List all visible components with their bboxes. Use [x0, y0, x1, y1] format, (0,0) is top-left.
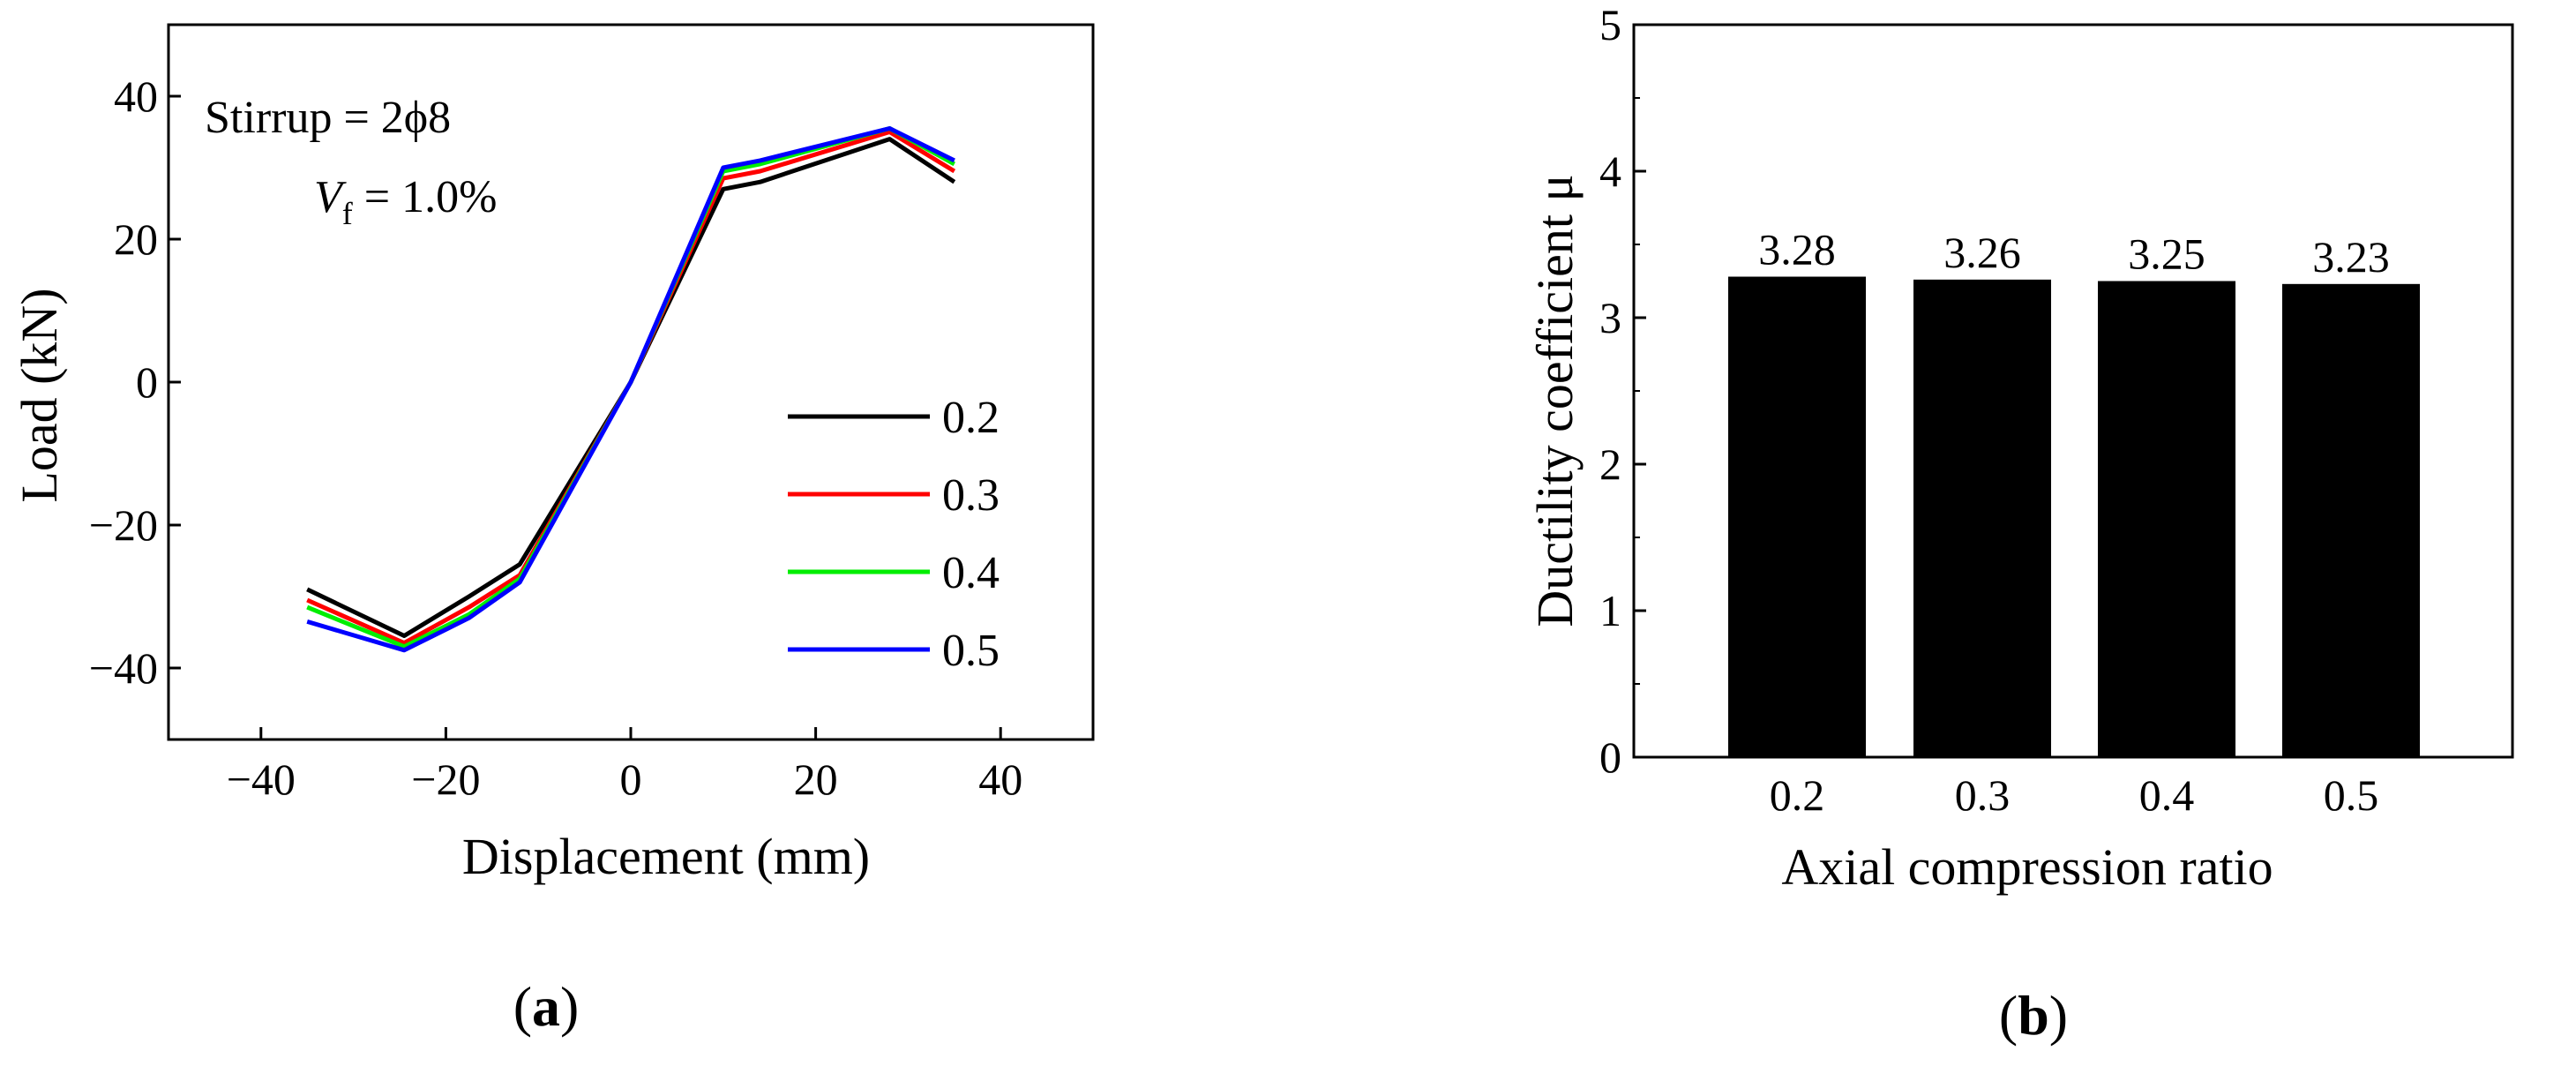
bar-data-label: 3.25: [2128, 229, 2205, 279]
x-tick-label: 0.2: [1770, 770, 1825, 820]
legend-label: 0.5: [942, 626, 1000, 676]
panel-a-ticks: −40 −20 0 20 40 −40 −20 0 20 40: [89, 71, 1022, 804]
bar-data-label: 3.28: [1758, 225, 1836, 274]
panel-a-annotation-stirrup: Stirrup = 2ϕ8: [205, 93, 451, 143]
legend-item-0.4: 0.4: [788, 548, 1000, 598]
legend-item-0.3: 0.3: [788, 470, 1000, 521]
vf-subscript: f: [342, 196, 353, 231]
legend-label: 0.2: [942, 393, 1000, 443]
vf-symbol: V: [314, 172, 347, 222]
y-tick-label: 5: [1599, 0, 1621, 49]
panel-a-y-axis-label: Load (kN): [11, 288, 68, 502]
y-tick-label: −20: [89, 500, 158, 550]
bar-data-label: 3.23: [2312, 232, 2390, 282]
x-tick-label: 0.5: [2324, 770, 2379, 820]
panel-a-annotation-vf: Vf = 1.0%: [314, 172, 497, 231]
x-tick-label: 0.3: [1955, 770, 2011, 820]
panel-b-caption-letter: b: [2018, 984, 2049, 1047]
y-tick-label: −40: [89, 643, 158, 693]
panel-a-series-lines: [306, 126, 956, 653]
panel-b-ticks: 0 1 2 3 4 5: [1599, 0, 1646, 782]
y-tick-label: 3: [1599, 293, 1621, 342]
y-tick-label: 0: [136, 357, 158, 407]
x-tick-label: 0.4: [2139, 770, 2195, 820]
panel-a-caption-letter: a: [532, 975, 560, 1038]
bar-data-label: 3.26: [1943, 228, 2021, 277]
x-tick-label: −40: [227, 754, 296, 804]
bar-0.2: [1728, 276, 1866, 757]
x-tick-label: 0: [620, 754, 642, 804]
x-tick-label: −20: [411, 754, 480, 804]
panel-b-caption: (b): [1999, 984, 2068, 1047]
y-tick-label: 20: [114, 214, 158, 264]
panel-a-caption: (a): [513, 975, 580, 1038]
bar-0.4: [2098, 281, 2235, 757]
legend-label: 0.3: [942, 470, 1000, 521]
vf-value: = 1.0%: [353, 172, 498, 222]
y-tick-label: 40: [114, 71, 158, 121]
legend-item-0.2: 0.2: [788, 393, 1000, 443]
y-tick-label: 1: [1599, 586, 1621, 635]
series-line-0.5: [306, 126, 955, 653]
bar-0.3: [1913, 279, 2051, 758]
panel-a-legend: 0.2 0.3 0.4 0.5: [788, 393, 1000, 676]
panel-b-y-axis-label: Ductility coefficient μ: [1526, 174, 1584, 627]
y-tick-label: 2: [1599, 439, 1621, 489]
panel-a-load-displacement-chart: −40 −20 0 20 40 −40 −20 0 20 40 Stirrup = 2ϕ8 Vf …: [11, 23, 1095, 1038]
panel-b-bars: 3.28 0.2 3.26 0.3 3.25 0.4 3.23 0.5: [1728, 225, 2420, 820]
y-tick-label: 0: [1599, 732, 1621, 782]
y-tick-label: 4: [1599, 146, 1621, 196]
bar-0.5: [2282, 283, 2420, 757]
x-tick-label: 20: [794, 754, 838, 804]
panel-b-ductility-bar-chart: 3.28 0.2 3.26 0.3 3.25 0.4 3.23 0.5 0 1 2 3 4 5 Axia…: [1526, 0, 2514, 1047]
panel-a-x-axis-label: Displacement (mm): [462, 828, 870, 885]
legend-item-0.5: 0.5: [788, 626, 1000, 676]
panel-b-x-axis-label: Axial compression ratio: [1781, 838, 2273, 896]
legend-label: 0.4: [942, 548, 1000, 598]
x-tick-label: 40: [978, 754, 1022, 804]
